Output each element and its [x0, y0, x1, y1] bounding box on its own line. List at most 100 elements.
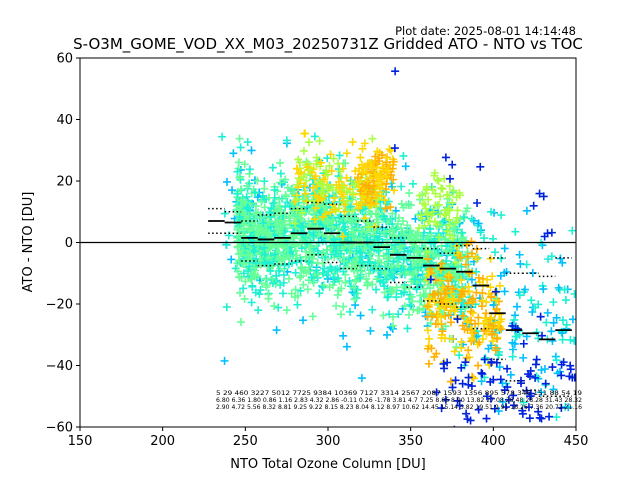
data-point [254, 306, 263, 315]
data-point [332, 301, 341, 310]
data-point [511, 311, 520, 320]
data-point [424, 359, 433, 368]
data-point [367, 210, 376, 219]
data-point [294, 169, 303, 178]
data-point [373, 147, 382, 156]
data-point [430, 297, 439, 306]
data-point [284, 274, 293, 283]
data-point [351, 277, 360, 286]
data-point [549, 298, 558, 307]
data-point [474, 273, 483, 282]
data-point [461, 304, 470, 313]
data-point [436, 210, 445, 219]
data-point [362, 233, 371, 242]
data-point [300, 181, 309, 190]
data-point [383, 254, 392, 263]
data-point [369, 181, 378, 190]
data-point [399, 151, 408, 160]
data-point [515, 291, 524, 300]
data-point [304, 267, 313, 276]
y-tick-label: 20 [56, 175, 73, 190]
data-point [218, 132, 227, 141]
data-point [423, 254, 432, 263]
data-point [364, 269, 373, 278]
data-point [243, 138, 252, 147]
data-point [296, 239, 305, 248]
data-point [293, 164, 302, 173]
data-point [362, 274, 371, 283]
data-point [383, 330, 391, 339]
data-point [319, 281, 328, 290]
data-point [380, 288, 389, 297]
data-point [538, 331, 547, 340]
data-point [557, 371, 566, 380]
data-point [478, 334, 487, 343]
data-point [453, 248, 462, 257]
data-point [250, 188, 259, 197]
data-point [489, 321, 498, 330]
data-point [542, 318, 551, 327]
data-point [423, 344, 432, 353]
data-point [486, 254, 495, 263]
data-point [466, 307, 475, 316]
data-point [457, 275, 466, 284]
data-point [426, 275, 435, 284]
data-point [247, 298, 256, 307]
data-point [309, 278, 318, 287]
data-point [554, 283, 563, 292]
data-point [469, 374, 478, 383]
data-point [543, 229, 552, 238]
data-point [416, 258, 425, 267]
data-point [305, 248, 314, 257]
data-point [438, 184, 447, 193]
y-tick-label: −40 [46, 359, 73, 374]
data-point [265, 259, 274, 268]
data-point [257, 213, 266, 222]
data-point [390, 232, 399, 241]
data-point [318, 268, 327, 277]
data-point [390, 144, 399, 153]
data-point [356, 248, 365, 257]
data-point [535, 189, 544, 198]
data-point [448, 160, 457, 169]
data-point [428, 290, 437, 299]
data-point [268, 163, 277, 172]
data-point [311, 204, 320, 213]
data-point [323, 170, 332, 179]
data-point [258, 279, 267, 288]
data-point [269, 199, 278, 208]
data-point [467, 382, 476, 391]
data-point [280, 261, 289, 270]
data-point [393, 249, 402, 258]
data-point [387, 170, 396, 179]
data-point [269, 257, 278, 266]
data-point [307, 273, 316, 282]
data-point [348, 288, 357, 297]
data-point [423, 209, 432, 218]
data-point [509, 401, 518, 410]
data-point [336, 249, 345, 258]
data-point [558, 335, 567, 344]
data-point [332, 220, 341, 229]
data-point [453, 396, 462, 405]
data-point [570, 336, 576, 345]
data-point [440, 301, 449, 310]
data-point [478, 302, 487, 311]
data-point [467, 249, 476, 258]
data-point [364, 223, 373, 232]
data-point [467, 316, 476, 325]
data-point [436, 192, 445, 201]
data-point [251, 288, 260, 297]
data-point [299, 280, 308, 289]
data-point [489, 300, 498, 309]
data-point [446, 244, 455, 253]
data-point [352, 234, 361, 243]
data-point [487, 327, 496, 336]
data-point [340, 225, 349, 234]
data-point [558, 316, 567, 325]
data-point [437, 184, 446, 193]
data-point [306, 243, 315, 252]
data-point [266, 266, 275, 275]
data-point [568, 226, 576, 235]
data-point [357, 374, 366, 383]
